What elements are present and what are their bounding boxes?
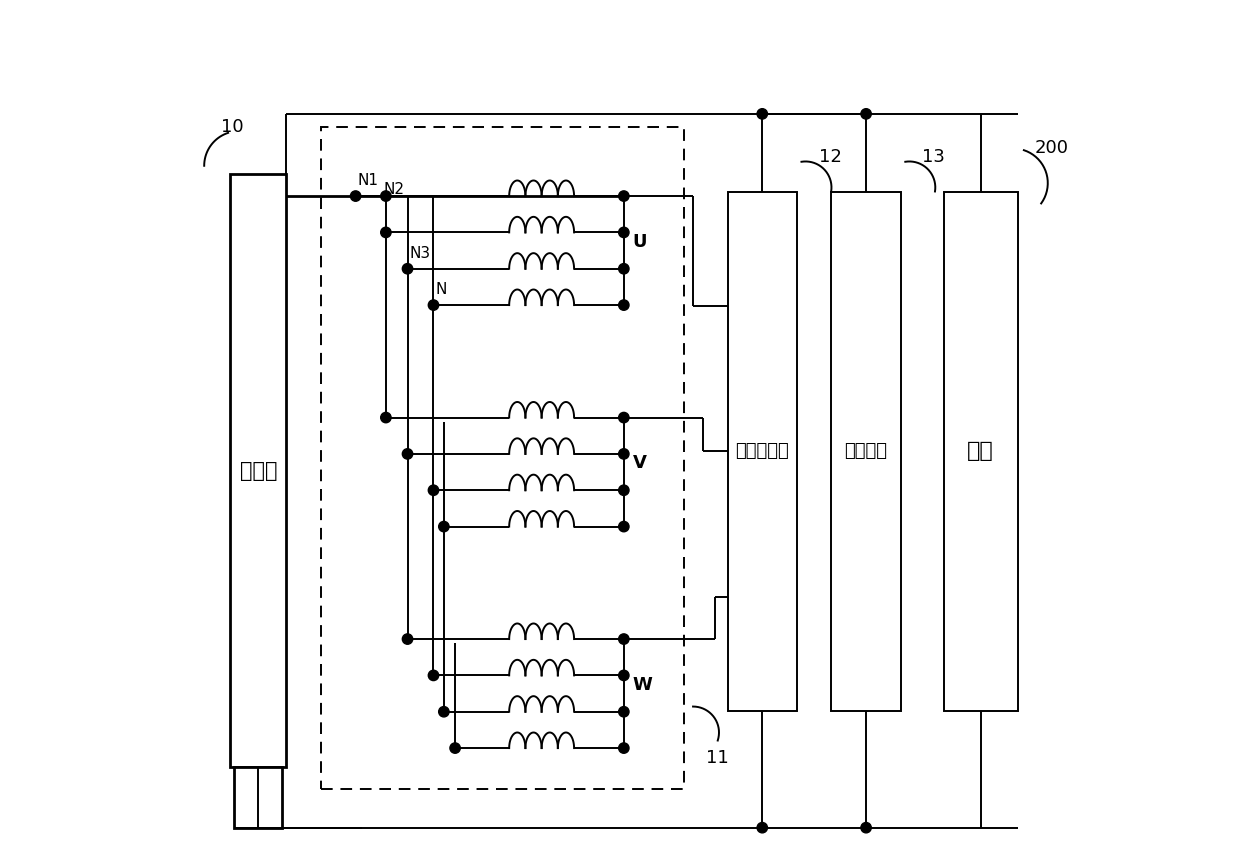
Circle shape	[439, 522, 449, 532]
Circle shape	[403, 634, 413, 644]
Circle shape	[403, 449, 413, 459]
Circle shape	[429, 299, 439, 310]
Text: 200: 200	[1035, 140, 1069, 157]
Text: N2: N2	[383, 181, 404, 197]
Text: N: N	[435, 282, 446, 297]
Circle shape	[757, 823, 767, 833]
Circle shape	[861, 823, 871, 833]
Circle shape	[618, 227, 629, 238]
Circle shape	[757, 108, 767, 119]
Circle shape	[450, 743, 461, 753]
Circle shape	[861, 108, 871, 119]
Circle shape	[380, 412, 392, 423]
Bar	[727, 192, 797, 711]
Bar	[230, 174, 286, 767]
Circle shape	[618, 449, 629, 459]
Text: N3: N3	[409, 246, 430, 260]
Text: 10: 10	[222, 118, 244, 136]
Text: 充电口: 充电口	[239, 461, 278, 481]
Circle shape	[618, 485, 629, 496]
Circle shape	[439, 707, 449, 717]
Circle shape	[618, 191, 629, 201]
Circle shape	[618, 634, 629, 644]
Text: U: U	[632, 233, 647, 251]
Bar	[234, 767, 282, 828]
Text: 11: 11	[706, 749, 729, 767]
Text: 桥臂变换器: 桥臂变换器	[736, 443, 789, 460]
Circle shape	[429, 670, 439, 681]
Circle shape	[618, 299, 629, 310]
Text: V: V	[632, 455, 647, 472]
Circle shape	[380, 227, 392, 238]
Text: 双向桥臂: 双向桥臂	[845, 443, 887, 460]
Circle shape	[618, 743, 629, 753]
Text: N1: N1	[357, 173, 378, 188]
Circle shape	[618, 264, 629, 274]
Text: W: W	[632, 676, 653, 694]
Circle shape	[618, 412, 629, 423]
Circle shape	[618, 522, 629, 532]
Circle shape	[403, 264, 413, 274]
Text: 13: 13	[922, 148, 945, 166]
Circle shape	[380, 191, 392, 201]
Text: 12: 12	[819, 148, 841, 166]
Circle shape	[618, 707, 629, 717]
Circle shape	[429, 485, 439, 496]
Circle shape	[351, 191, 361, 201]
Bar	[831, 192, 901, 711]
Text: 电池: 电池	[968, 441, 994, 461]
Circle shape	[618, 670, 629, 681]
Bar	[944, 192, 1017, 711]
Bar	[321, 127, 684, 789]
